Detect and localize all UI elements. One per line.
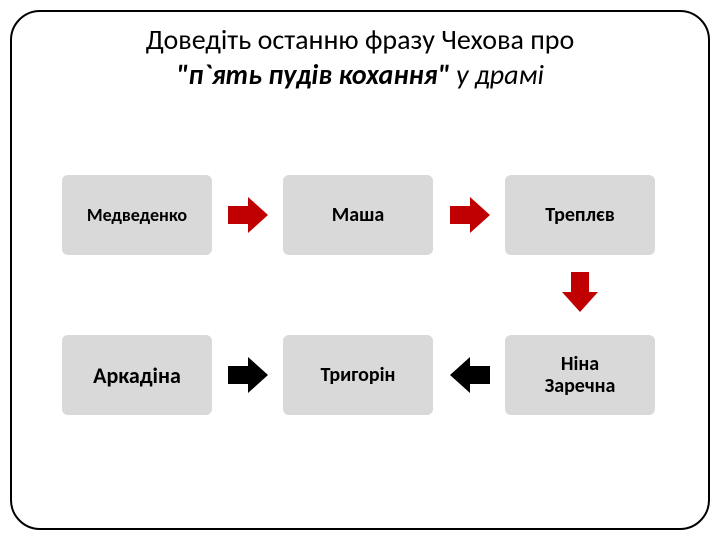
node-trigorin: Тригорін	[283, 335, 433, 415]
title-rest: у драмі	[450, 57, 544, 92]
title-quoted: "п`ять пудів кохання"	[176, 57, 450, 92]
node-masha: Маша	[283, 175, 433, 255]
arrow-a5-right-icon	[228, 357, 268, 393]
node-arkadina: Аркадіна	[62, 335, 212, 415]
arrow-a3-down-icon	[562, 272, 598, 312]
title-line-1: Доведіть останню фразу Чехова про	[50, 22, 670, 57]
arrow-a2-right-icon	[450, 197, 490, 233]
arrow-a4-left-icon	[450, 357, 490, 393]
node-treplev: Треплєв	[505, 175, 655, 255]
title-line-2: "п`ять пудів кохання" у драмі	[50, 57, 670, 92]
slide-title: Доведіть останню фразу Чехова про "п`ять…	[50, 22, 670, 92]
arrow-a1-right-icon	[228, 197, 268, 233]
node-medvedenko: Медведенко	[62, 175, 212, 255]
node-nina: Ніна Заречна	[505, 335, 655, 415]
